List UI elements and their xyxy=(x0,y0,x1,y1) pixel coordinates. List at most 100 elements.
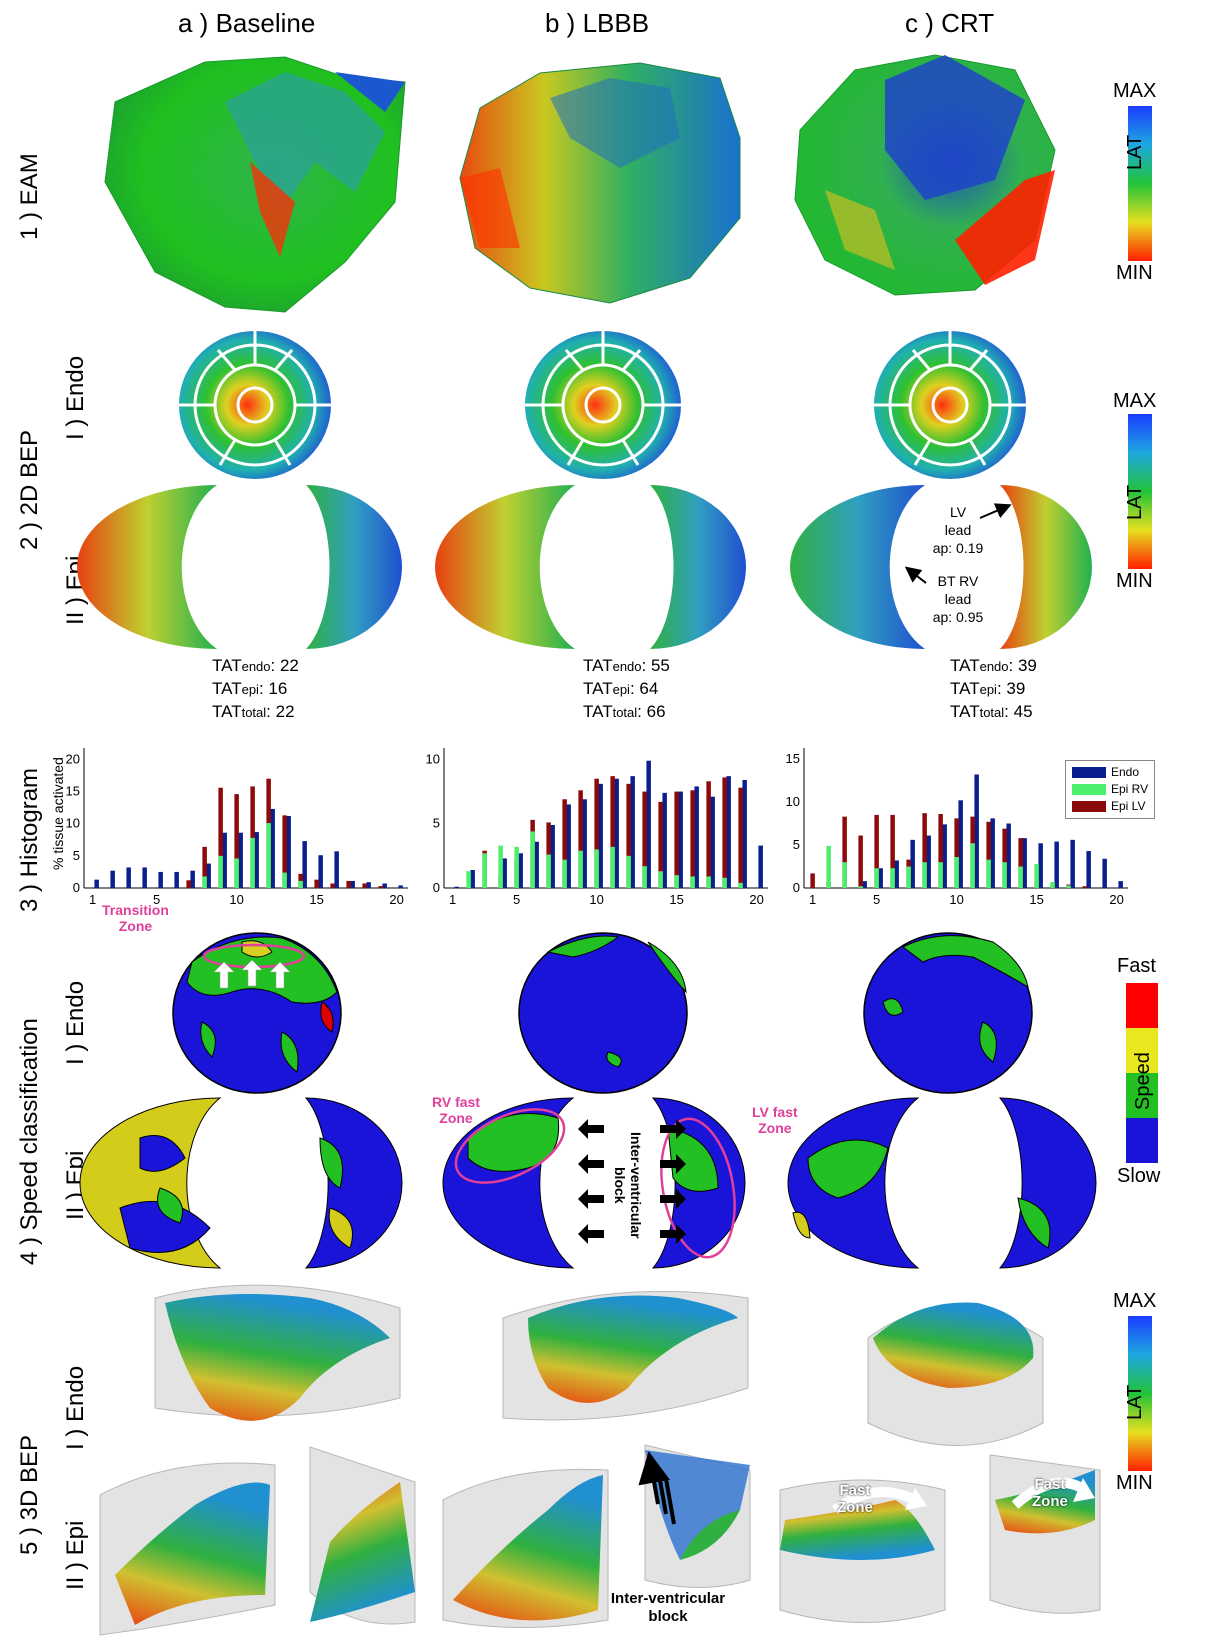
bar-epi-lv-11 xyxy=(250,786,255,888)
bar-epi-rv-15 xyxy=(1034,863,1039,888)
eam-lbbb xyxy=(459,62,741,304)
column-title-lbbb: b ) LBBB xyxy=(545,8,650,38)
bar-endo-15 xyxy=(678,791,683,888)
bar-epi-lv-9 xyxy=(938,814,943,888)
histogram-ylabel: % tissue activated xyxy=(50,757,66,870)
bar-epi-rv-16 xyxy=(690,876,695,888)
y-tick-label: 5 xyxy=(793,837,800,852)
lv-fast-zone-line2: Zone xyxy=(758,1120,792,1136)
row-label-histogram: 3 ) Histogram xyxy=(16,767,43,912)
speed-endo-crt xyxy=(863,932,1033,1094)
bar-epi-lv-10 xyxy=(954,818,959,888)
3d-endo-crt xyxy=(867,1302,1044,1446)
bar-endo-4 xyxy=(142,867,147,888)
3d-epi-lbbb-left xyxy=(442,1468,609,1628)
3d-epi-crt-left xyxy=(779,1479,946,1623)
bar-endo-13 xyxy=(646,760,651,888)
eam-baseline xyxy=(104,56,406,313)
bar-epi-lv-10 xyxy=(234,794,239,888)
speed-colorbar-slow: Slow xyxy=(1117,1165,1161,1187)
x-tick-label: 1 xyxy=(89,892,96,907)
bar-epi-rv-10 xyxy=(234,858,239,888)
bar-epi-rv-4 xyxy=(498,845,503,888)
bar-epi-rv-9 xyxy=(218,855,223,888)
x-tick-label: 20 xyxy=(389,892,403,907)
legend-item-epi-rv: Epi RV xyxy=(1072,781,1148,798)
bar-epi-lv-16 xyxy=(330,883,335,888)
bar-epi-rv-10 xyxy=(594,849,599,888)
y-tick-label: 15 xyxy=(786,751,800,766)
colorbar3-lat-label: LAT xyxy=(1124,1384,1146,1420)
sublabel-endo-speed: I ) Endo xyxy=(62,980,89,1065)
x-tick-label: 10 xyxy=(949,892,963,907)
fast-zone-crt-left-label: Fast Zone xyxy=(837,1482,873,1516)
bar-epi-lv-14 xyxy=(1018,838,1023,888)
bar-endo-4 xyxy=(502,858,507,888)
bar-epi-lv-3 xyxy=(842,816,847,888)
bar-epi-rv-3 xyxy=(842,862,847,888)
fast-zone-line2: Zone xyxy=(837,1499,873,1516)
bar-epi-lv-17 xyxy=(706,781,711,888)
bar-epi-rv-12 xyxy=(986,859,991,888)
bar-epi-rv-19 xyxy=(738,882,743,888)
bar-epi-rv-12 xyxy=(266,823,271,888)
speed-epi-baseline xyxy=(79,1097,403,1269)
bar-epi-rv-8 xyxy=(922,862,927,888)
bar-epi-lv-14 xyxy=(298,873,303,888)
bar-endo-18 xyxy=(366,882,371,888)
bar-endo-11 xyxy=(974,774,979,888)
bar-epi-lv-4 xyxy=(858,835,863,888)
x-tick-label: 20 xyxy=(749,892,763,907)
x-tick-label: 10 xyxy=(229,892,243,907)
colorbar3-min: MIN xyxy=(1116,1472,1153,1494)
bar-epi-rv-16 xyxy=(1050,881,1055,888)
row-label-eam: 1 ) EAM xyxy=(16,153,43,240)
bar-endo-20 xyxy=(398,885,403,888)
bar-endo-17 xyxy=(710,796,715,888)
bt-rv-lead-line1: BT RV xyxy=(937,573,979,589)
bar-epi-rv-4 xyxy=(858,886,863,888)
bar-endo-8 xyxy=(566,804,571,888)
bar-epi-lv-8 xyxy=(562,799,567,888)
bar-epi-rv-17 xyxy=(1066,885,1071,888)
bar-epi-lv-13 xyxy=(642,791,647,888)
bar-endo-11 xyxy=(254,832,259,888)
bar-epi-lv-1 xyxy=(810,873,815,888)
bar-epi-lv-17 xyxy=(346,880,351,888)
lv-lead-annotation: LV lead ap: 0.19 xyxy=(928,503,988,557)
bar-endo-11 xyxy=(614,778,619,888)
bar-epi-lv-9 xyxy=(578,790,583,888)
bar-endo-6 xyxy=(894,860,899,888)
legend-item-endo: Endo xyxy=(1072,764,1148,781)
lv-lead-arrow xyxy=(979,503,1012,519)
bar-endo-4 xyxy=(862,881,867,888)
3d-endo-baseline xyxy=(154,1284,401,1421)
bt-rv-lead-arrow xyxy=(904,566,927,584)
bar-epi-rv-13 xyxy=(1002,862,1007,888)
bar-endo-2 xyxy=(110,870,115,888)
bar-epi-rv-11 xyxy=(610,846,615,888)
bar-epi-lv-7 xyxy=(186,880,191,888)
bep-endo-lbbb xyxy=(523,330,681,479)
bar-epi-lv-16 xyxy=(690,790,695,888)
speed-colorbar xyxy=(1126,983,1158,1163)
sublabel-endo-3d: I ) Endo xyxy=(62,1365,89,1450)
bar-epi-lv-18 xyxy=(722,777,727,888)
lv-lead-line2: lead xyxy=(944,522,972,538)
bar-epi-lv-6 xyxy=(890,814,895,888)
x-tick-label: 15 xyxy=(309,892,323,907)
bar-epi-rv-10 xyxy=(954,857,959,888)
transition-zone-line2: Zone xyxy=(118,918,153,934)
bar-endo-12 xyxy=(270,808,275,888)
3d-epi-crt-right xyxy=(989,1454,1101,1614)
bar-epi-lv-13 xyxy=(1002,828,1007,888)
bar-endo-3 xyxy=(126,867,131,888)
speed-epi-crt xyxy=(787,1097,1097,1269)
x-tick-label: 10 xyxy=(589,892,603,907)
bep-epi-lbbb xyxy=(435,485,746,649)
bar-epi-rv-8 xyxy=(562,859,567,888)
bep-epi-baseline xyxy=(77,485,402,649)
bar-epi-lv-18 xyxy=(1082,886,1087,888)
bar-epi-rv-3 xyxy=(482,853,487,888)
